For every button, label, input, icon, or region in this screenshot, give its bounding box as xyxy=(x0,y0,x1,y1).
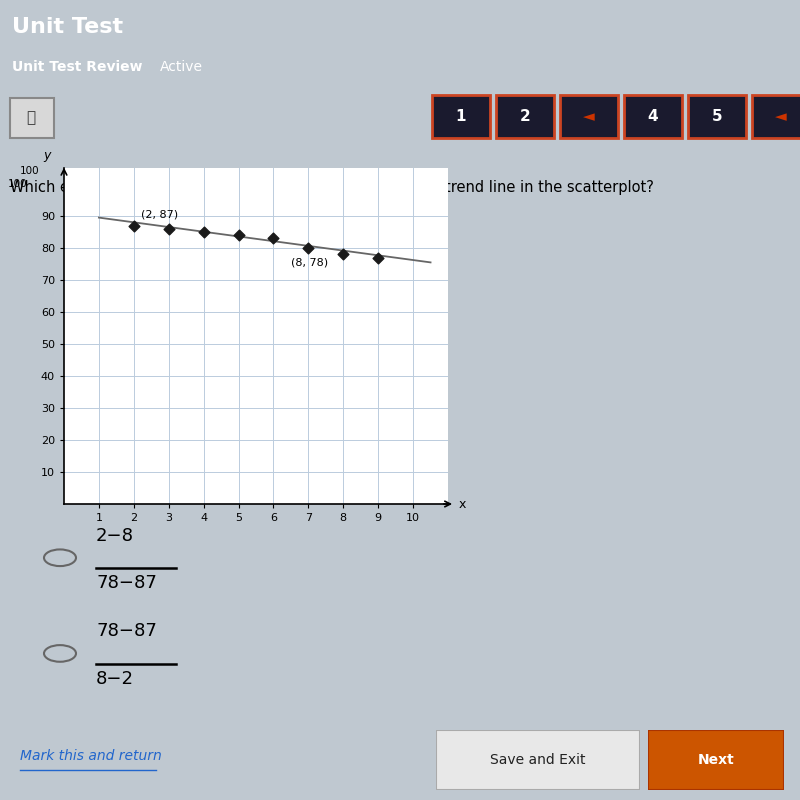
Text: Next: Next xyxy=(698,754,734,767)
Text: Unit Test Review: Unit Test Review xyxy=(12,61,142,74)
FancyBboxPatch shape xyxy=(432,95,490,138)
FancyBboxPatch shape xyxy=(436,730,640,790)
FancyBboxPatch shape xyxy=(10,98,54,138)
Point xyxy=(267,232,280,245)
Point xyxy=(337,248,350,261)
FancyBboxPatch shape xyxy=(752,95,800,138)
Text: 78−87: 78−87 xyxy=(96,574,157,592)
Text: 5: 5 xyxy=(711,109,722,124)
Text: ◄: ◄ xyxy=(583,109,594,124)
Text: 2−8: 2−8 xyxy=(96,526,134,545)
FancyBboxPatch shape xyxy=(560,95,618,138)
Text: 4: 4 xyxy=(647,109,658,124)
Point xyxy=(232,229,245,242)
FancyBboxPatch shape xyxy=(624,95,682,138)
Text: Save and Exit: Save and Exit xyxy=(490,754,586,767)
Text: y: y xyxy=(43,149,50,162)
Text: 100: 100 xyxy=(8,179,27,189)
Text: Mark this and return: Mark this and return xyxy=(20,749,162,763)
Text: 8−2: 8−2 xyxy=(96,670,134,688)
Text: Unit Test: Unit Test xyxy=(12,18,123,38)
Text: 1: 1 xyxy=(455,109,466,124)
Text: ⎙: ⎙ xyxy=(26,110,36,126)
FancyBboxPatch shape xyxy=(496,95,554,138)
Text: (2, 87): (2, 87) xyxy=(141,210,178,219)
Point xyxy=(127,219,140,232)
Point xyxy=(162,222,175,235)
Text: 78−87: 78−87 xyxy=(96,622,157,640)
Point xyxy=(302,242,314,254)
FancyBboxPatch shape xyxy=(688,95,746,138)
Text: x: x xyxy=(458,498,466,510)
Text: 2: 2 xyxy=(519,109,530,124)
Text: Which expression can be simplified to find the slope of the trend line in the sc: Which expression can be simplified to fi… xyxy=(10,180,654,195)
Text: 100: 100 xyxy=(20,166,39,176)
Text: Active: Active xyxy=(160,61,203,74)
Point xyxy=(372,251,385,264)
Text: ◄: ◄ xyxy=(775,109,786,124)
FancyBboxPatch shape xyxy=(648,730,784,790)
Point xyxy=(198,226,210,238)
Text: (8, 78): (8, 78) xyxy=(291,258,328,267)
